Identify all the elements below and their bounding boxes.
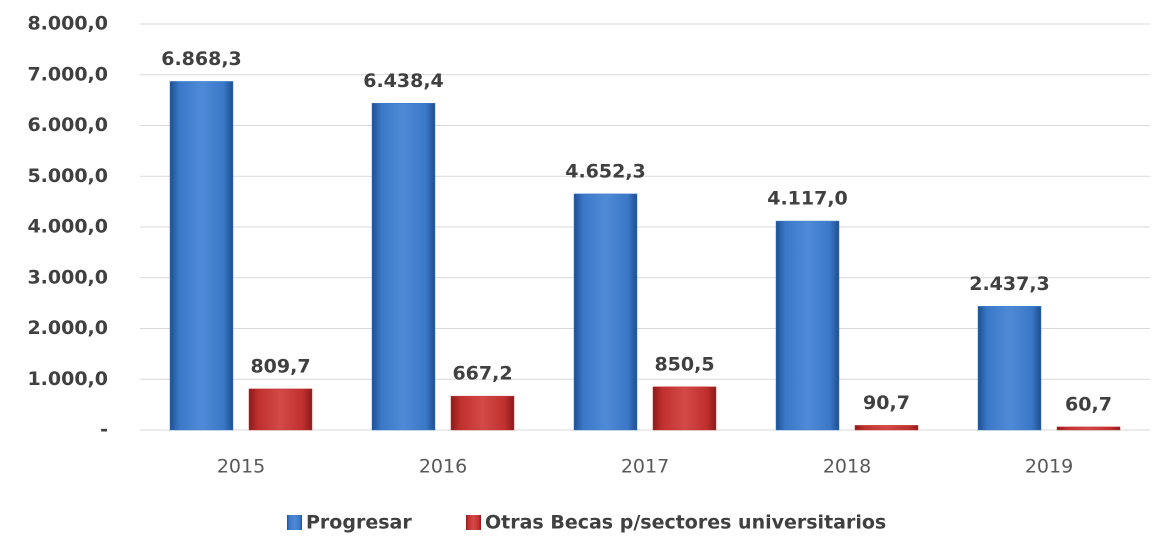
y-tick-label: 4.000,0 <box>27 216 108 238</box>
bar <box>573 193 638 431</box>
x-tick-label: 2017 <box>621 456 669 478</box>
y-tick-label: - <box>100 419 108 441</box>
y-tick-label: 8.000,0 <box>27 13 108 35</box>
legend-label: Progresar <box>306 512 412 534</box>
legend-swatch <box>287 515 302 530</box>
bar <box>169 81 234 431</box>
value-label: 2.437,3 <box>969 273 1050 295</box>
y-tick-label: 3.000,0 <box>27 266 108 288</box>
bar <box>652 386 717 431</box>
bar <box>977 306 1042 431</box>
y-tick-label: 7.000,0 <box>27 63 108 85</box>
y-tick-label: 1.000,0 <box>27 368 108 390</box>
bar <box>248 388 313 431</box>
x-tick-label: 2015 <box>217 456 265 478</box>
legend-swatch <box>466 515 481 530</box>
bar <box>854 425 919 431</box>
value-label: 850,5 <box>654 353 714 375</box>
legend-label: Otras Becas p/sectores universitarios <box>485 512 886 534</box>
bar <box>775 220 840 431</box>
bar <box>1056 426 1121 431</box>
value-label: 6.868,3 <box>161 48 242 70</box>
bar <box>450 395 515 431</box>
value-label: 4.117,0 <box>767 188 848 210</box>
value-label: 809,7 <box>250 355 310 377</box>
x-tick-label: 2018 <box>823 456 871 478</box>
value-label: 6.438,4 <box>363 70 444 92</box>
x-tick-label: 2019 <box>1025 456 1073 478</box>
value-label: 60,7 <box>1065 393 1112 415</box>
y-tick-label: 5.000,0 <box>27 165 108 187</box>
x-tick-label: 2016 <box>419 456 467 478</box>
y-tick-label: 6.000,0 <box>27 114 108 136</box>
bar <box>371 103 436 431</box>
value-label: 90,7 <box>863 392 910 414</box>
y-tick-label: 2.000,0 <box>27 317 108 339</box>
value-label: 4.652,3 <box>565 160 646 182</box>
value-label: 667,2 <box>452 363 512 385</box>
